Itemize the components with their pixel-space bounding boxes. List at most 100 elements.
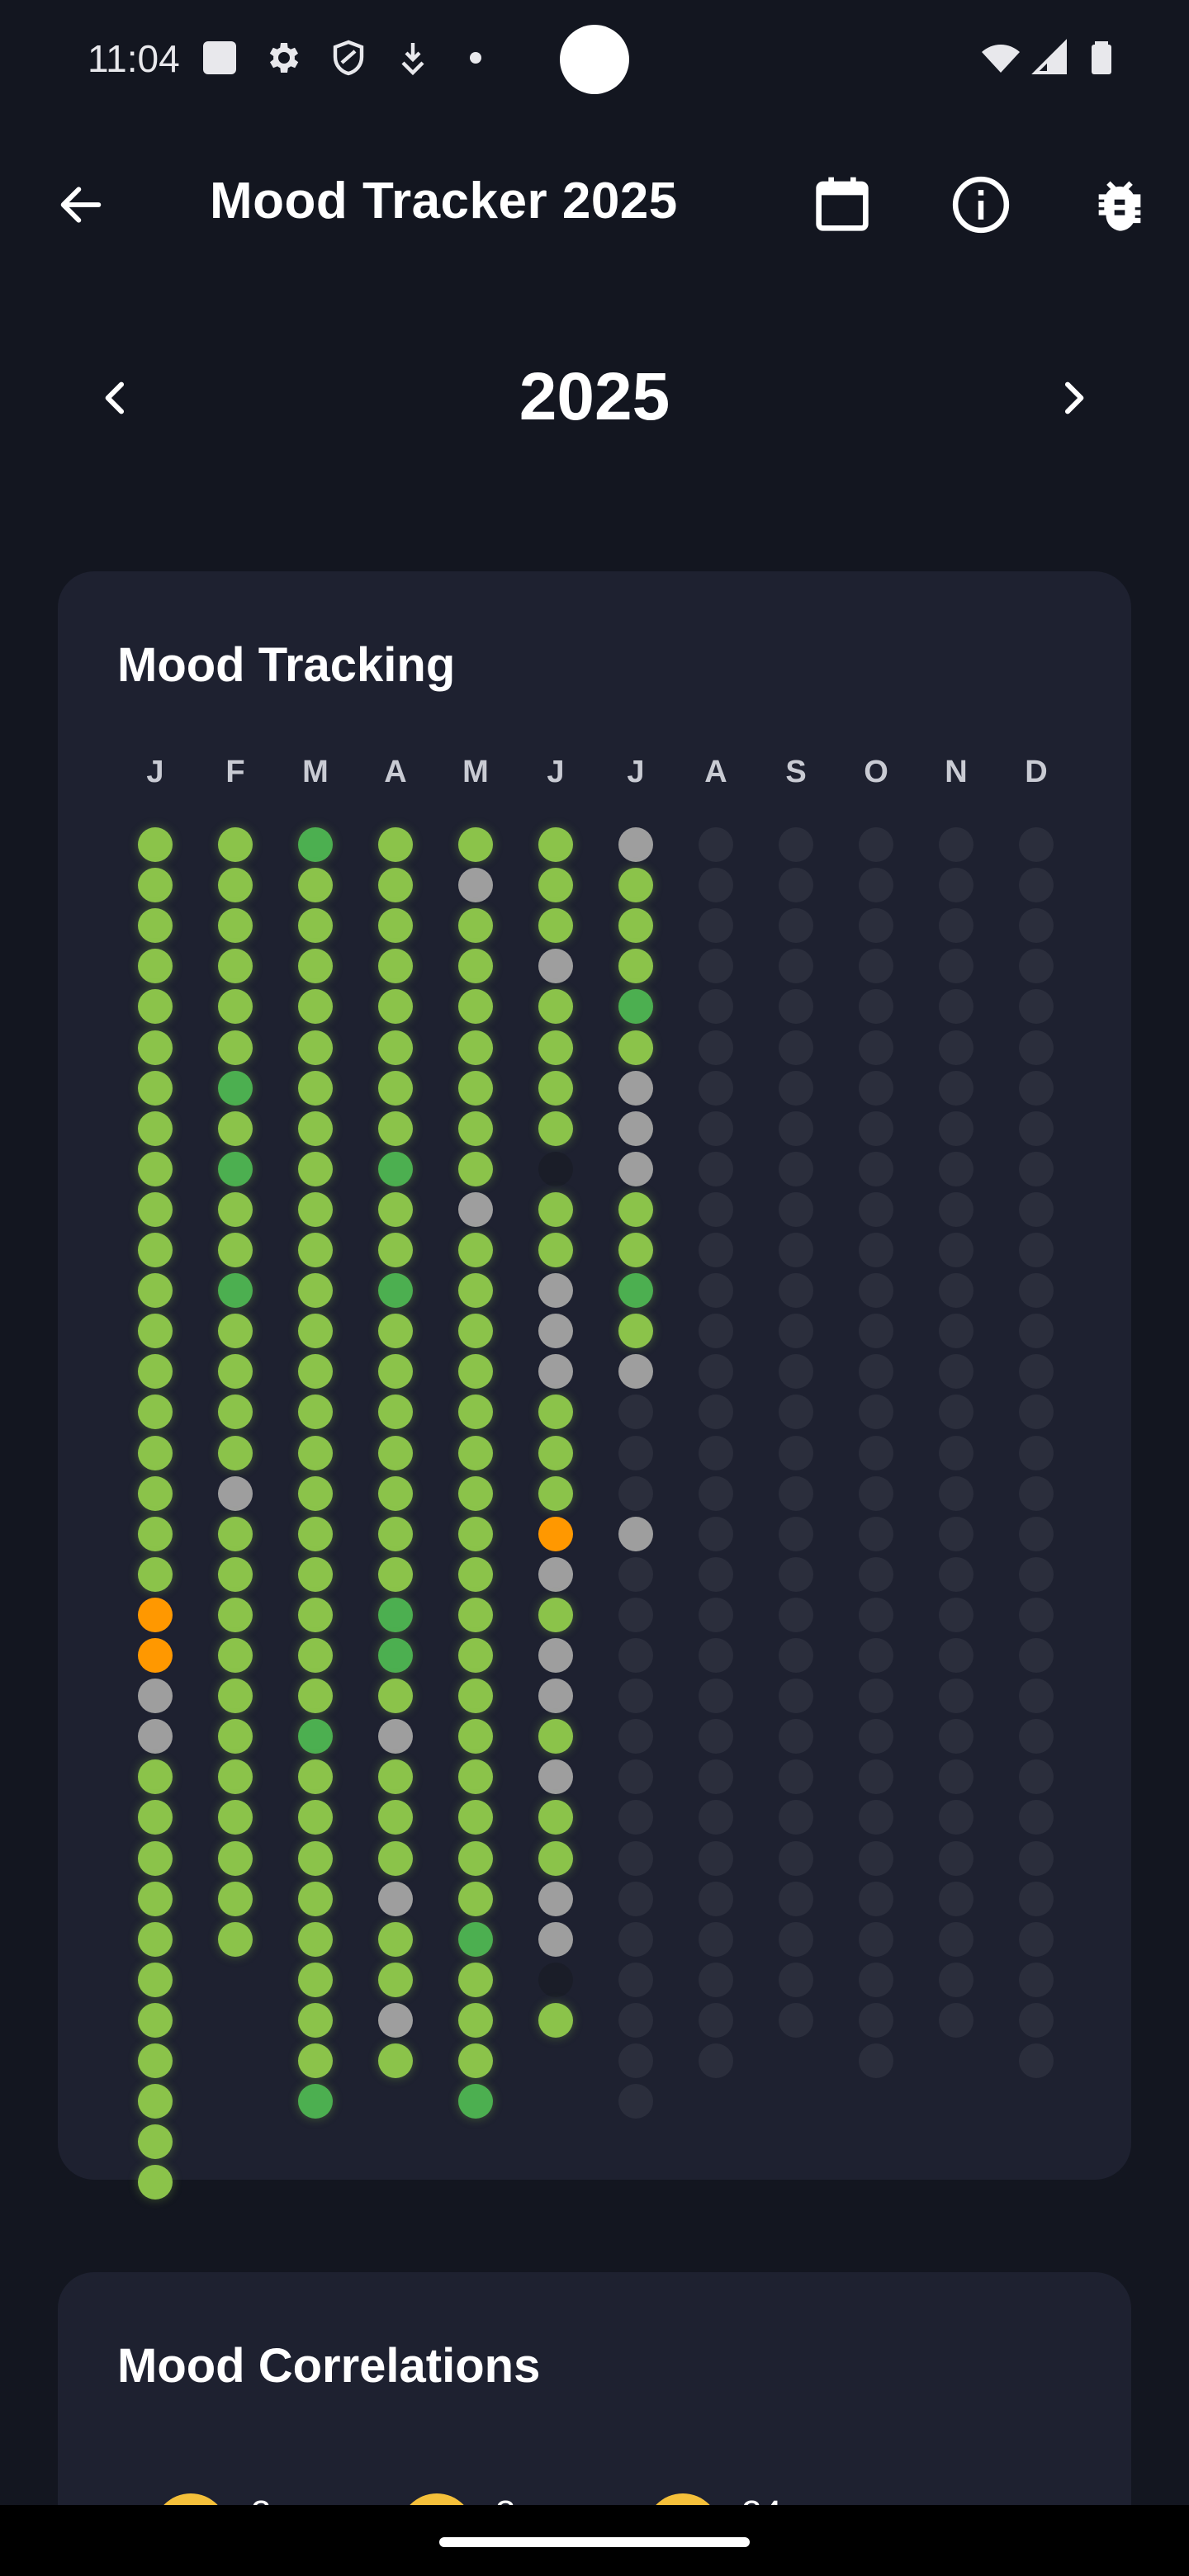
mood-dot-empty[interactable] [859,868,893,903]
mood-dot-empty[interactable] [859,1962,893,1997]
mood-dot-good[interactable] [138,1840,173,1876]
mood-dot-empty[interactable] [1019,868,1054,903]
mood-dot-good[interactable] [138,949,173,984]
back-button[interactable] [41,165,121,244]
mood-dot-empty[interactable] [939,1881,973,1916]
mood-dot-empty[interactable] [618,1435,653,1470]
mood-dot-empty[interactable] [939,1679,973,1714]
mood-dot-empty[interactable] [699,2043,733,2078]
mood-dot-empty[interactable] [1019,1597,1054,1632]
mood-dot-empty[interactable] [1019,1435,1054,1470]
mood-dot-empty[interactable] [939,1314,973,1349]
mood-dot-empty[interactable] [1019,1881,1054,1916]
mood-dot-empty[interactable] [779,1679,813,1714]
mood-dot-good[interactable] [458,1597,493,1632]
mood-dot-good[interactable] [378,1233,413,1267]
mood-dot-empty[interactable] [859,1759,893,1795]
mood-dot-good[interactable] [298,1233,333,1267]
mood-dot-good[interactable] [458,1719,493,1754]
next-year-button[interactable] [1040,365,1106,431]
mood-dot-good[interactable] [138,1233,173,1267]
mood-dot-empty[interactable] [1019,827,1054,862]
mood-dot-good[interactable] [458,1516,493,1551]
mood-dot-empty[interactable] [859,908,893,944]
mood-dot-empty[interactable] [618,1881,653,1916]
mood-dot-missing[interactable] [538,1962,573,1997]
mood-dot-good[interactable] [298,1881,333,1916]
mood-dot-empty[interactable] [939,1030,973,1065]
mood-dot-good[interactable] [458,949,493,984]
mood-dot-good[interactable] [138,1151,173,1186]
mood-dot-good[interactable] [538,827,573,862]
mood-dot-good[interactable] [378,1395,413,1430]
mood-dot-empty[interactable] [939,1597,973,1632]
mood-dot-bad[interactable] [138,1597,173,1632]
mood-dot-empty[interactable] [859,1800,893,1835]
mood-dot-good[interactable] [298,1679,333,1714]
mood-dot-empty[interactable] [939,989,973,1025]
mood-dot-good[interactable] [218,1110,253,1146]
mood-dot-empty[interactable] [779,1921,813,1957]
mood-dot-empty[interactable] [1019,1556,1054,1592]
mood-dot-empty[interactable] [779,868,813,903]
mood-dot-empty[interactable] [1019,1110,1054,1146]
mood-dot-empty[interactable] [1019,1759,1054,1795]
mood-dot-empty[interactable] [699,1719,733,1754]
mood-dot-empty[interactable] [779,1881,813,1916]
mood-dot-good[interactable] [458,1556,493,1592]
mood-dot-good[interactable] [218,827,253,862]
mood-dot-empty[interactable] [939,1110,973,1146]
mood-dot-empty[interactable] [939,949,973,984]
mood-dot-neutral[interactable] [618,1110,653,1146]
mood-dot-good[interactable] [298,1273,333,1309]
mood-dot-good[interactable] [218,1314,253,1349]
mood-dot-empty[interactable] [1019,949,1054,984]
mood-dot-good[interactable] [138,1759,173,1795]
mood-dot-good[interactable] [378,868,413,903]
mood-dot-empty[interactable] [859,1151,893,1186]
mood-dot-good[interactable] [458,908,493,944]
mood-dot-good[interactable] [618,1030,653,1065]
mood-dot-good[interactable] [538,1070,573,1106]
mood-dot-empty[interactable] [699,1881,733,1916]
mood-dot-good[interactable] [298,1800,333,1835]
mood-dot-good[interactable] [218,989,253,1025]
mood-dot-good[interactable] [298,1314,333,1349]
mood-dot-good[interactable] [218,1516,253,1551]
mood-dot-good[interactable] [218,1233,253,1267]
mood-dot-neutral[interactable] [538,1759,573,1795]
mood-dot-empty[interactable] [699,989,733,1025]
mood-dot-empty[interactable] [618,1840,653,1876]
mood-dot-good[interactable] [378,1921,413,1957]
mood-dot-empty[interactable] [618,1475,653,1511]
mood-dot-empty[interactable] [1019,1233,1054,1267]
mood-dot-good[interactable] [458,1800,493,1835]
mood-dot-empty[interactable] [779,1354,813,1390]
mood-dot-good[interactable] [458,1475,493,1511]
mood-dot-empty[interactable] [1019,1962,1054,1997]
mood-dot-empty[interactable] [699,1273,733,1309]
mood-dot-empty[interactable] [779,1110,813,1146]
mood-dot-good[interactable] [138,2002,173,2038]
mood-dot-empty[interactable] [779,1314,813,1349]
mood-dot-good[interactable] [218,1800,253,1835]
mood-dot-good[interactable] [458,1759,493,1795]
mood-dot-good[interactable] [538,1719,573,1754]
mood-dot-good[interactable] [138,2043,173,2078]
mood-dot-empty[interactable] [939,1921,973,1957]
mood-dot-good[interactable] [138,1516,173,1551]
mood-dot-empty[interactable] [699,1516,733,1551]
mood-dot-neutral[interactable] [218,1475,253,1511]
mood-dot-good[interactable] [378,1840,413,1876]
mood-dot-good[interactable] [138,2084,173,2119]
mood-dot-good[interactable] [298,1475,333,1511]
mood-dot-good[interactable] [138,908,173,944]
mood-dot-good[interactable] [378,2043,413,2078]
mood-dot-empty[interactable] [939,1395,973,1430]
mood-dot-empty[interactable] [699,1191,733,1227]
mood-dot-good[interactable] [538,2002,573,2038]
mood-dot-neutral[interactable] [538,1679,573,1714]
mood-dot-good[interactable] [138,1273,173,1309]
mood-dot-good[interactable] [218,1638,253,1673]
mood-dot-good[interactable] [538,1030,573,1065]
